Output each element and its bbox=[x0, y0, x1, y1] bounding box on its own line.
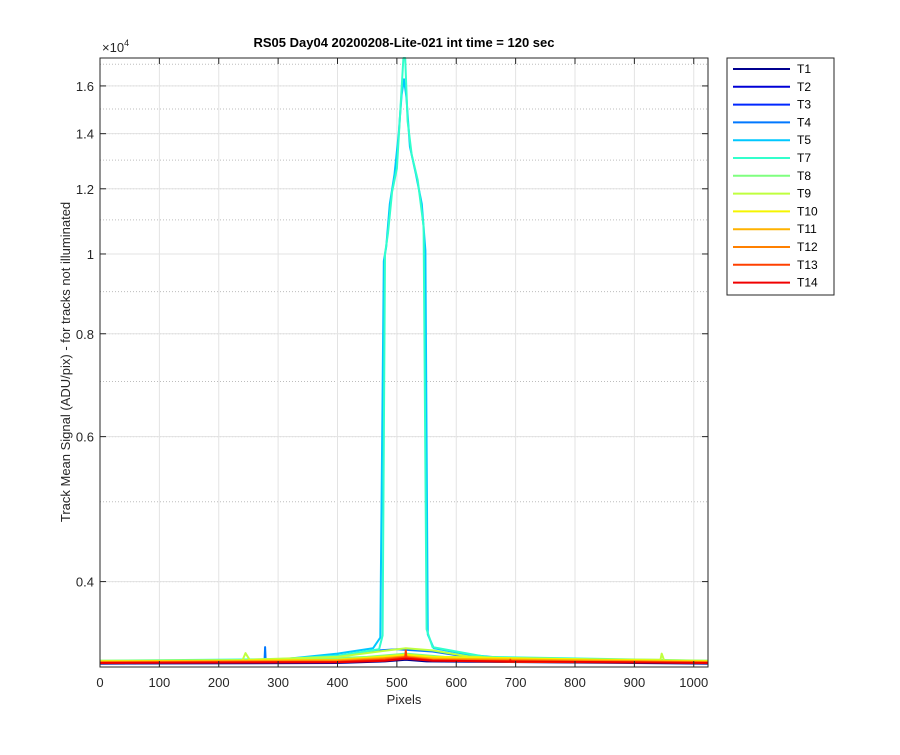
x-tick-label: 600 bbox=[445, 675, 467, 690]
plot-area bbox=[100, 58, 708, 667]
legend-label: T5 bbox=[797, 133, 811, 147]
legend-item-t13[interactable]: T13 bbox=[733, 258, 818, 272]
y-exponent-label: ×104 bbox=[102, 38, 129, 55]
legend-label: T3 bbox=[797, 98, 811, 112]
legend-item-t10[interactable]: T10 bbox=[733, 204, 818, 218]
x-tick-label: 1000 bbox=[679, 675, 708, 690]
chart-title: RS05 Day04 20200208-Lite-021 int time = … bbox=[254, 35, 555, 50]
legend-item-t1[interactable]: T1 bbox=[733, 62, 811, 76]
x-tick-label: 0 bbox=[96, 675, 103, 690]
x-tick-label: 300 bbox=[267, 675, 289, 690]
x-tick-label: 900 bbox=[624, 675, 646, 690]
y-axis-label: Track Mean Signal (ADU/pix) - for tracks… bbox=[58, 202, 73, 522]
legend-item-t5[interactable]: T5 bbox=[733, 133, 811, 147]
y-exponent-power: 4 bbox=[124, 38, 129, 48]
legend-item-t8[interactable]: T8 bbox=[733, 169, 811, 183]
y-tick-label: 1.2 bbox=[76, 182, 94, 197]
ticks: 0 100 200 300 400 500 600 700 800 900 1000 0.4 0.6 0.… bbox=[76, 58, 708, 690]
legend-label: T2 bbox=[797, 80, 811, 94]
legend-label: T14 bbox=[797, 276, 818, 290]
legend-item-t9[interactable]: T9 bbox=[733, 187, 811, 201]
legend[interactable]: T1 T2 T3 T4 T5 T7 T8 T9 T10 T11 T12 T13 T14 bbox=[726, 57, 835, 296]
legend-label: T9 bbox=[797, 187, 811, 201]
series-line-t7 bbox=[99, 57, 709, 662]
legend-label: T1 bbox=[797, 62, 811, 76]
legend-item-t11[interactable]: T11 bbox=[733, 222, 817, 236]
y-tick-label: 1 bbox=[87, 247, 94, 262]
legend-item-t3[interactable]: T3 bbox=[733, 98, 811, 112]
x-axis-label: Pixels bbox=[387, 692, 422, 707]
legend-item-t14[interactable]: T14 bbox=[733, 276, 818, 290]
plot-frame bbox=[99, 57, 709, 668]
legend-item-t12[interactable]: T12 bbox=[733, 240, 818, 254]
legend-item-t4[interactable]: T4 bbox=[733, 115, 811, 129]
legend-item-t7[interactable]: T7 bbox=[733, 151, 811, 165]
legend-label: T12 bbox=[797, 240, 818, 254]
y-tick-label: 0.4 bbox=[76, 575, 94, 590]
series-line-t9 bbox=[99, 647, 709, 662]
legend-label: T13 bbox=[797, 258, 818, 272]
legend-item-t2[interactable]: T2 bbox=[733, 80, 811, 94]
x-tick-label: 100 bbox=[149, 675, 171, 690]
x-tick-label: 500 bbox=[386, 675, 408, 690]
y-exponent-base: ×10 bbox=[102, 40, 124, 55]
series-lines bbox=[99, 57, 709, 665]
series-line-t14 bbox=[99, 657, 709, 664]
y-tick-label: 1.4 bbox=[76, 127, 94, 142]
legend-items: T1 T2 T3 T4 T5 T7 T8 T9 T10 T11 T12 T13 T14 bbox=[733, 62, 818, 290]
y-tick-label: 0.6 bbox=[76, 430, 94, 445]
legend-label: T11 bbox=[797, 222, 817, 236]
legend-label: T4 bbox=[797, 115, 811, 129]
grid bbox=[99, 58, 708, 667]
legend-label: T7 bbox=[797, 151, 811, 165]
legend-label: T10 bbox=[797, 204, 818, 218]
x-tick-label: 400 bbox=[327, 675, 349, 690]
y-tick-label: 1.6 bbox=[76, 79, 94, 94]
x-tick-label: 700 bbox=[505, 675, 527, 690]
legend-label: T8 bbox=[797, 169, 811, 183]
x-tick-label: 800 bbox=[564, 675, 586, 690]
y-tick-label: 0.8 bbox=[76, 327, 94, 342]
x-tick-label: 200 bbox=[208, 675, 230, 690]
